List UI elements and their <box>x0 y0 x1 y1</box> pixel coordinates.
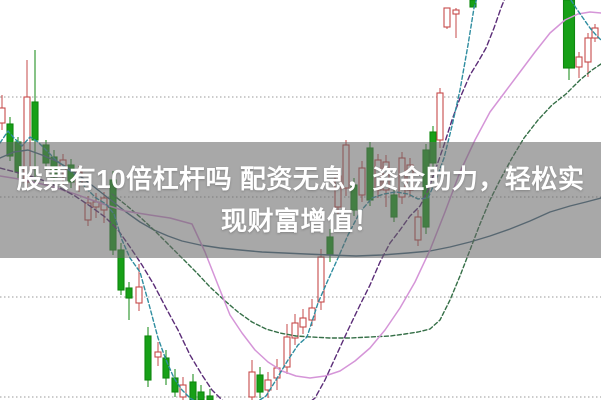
candle-body <box>154 351 162 358</box>
headline-line-2: 现财富增值！ <box>220 205 380 236</box>
candle-body <box>469 0 477 8</box>
candle-body <box>0 107 6 124</box>
candle-body <box>452 9 460 15</box>
candle-body <box>135 286 143 304</box>
candle-body <box>562 0 576 69</box>
candle-body <box>299 317 307 328</box>
candle-body <box>248 371 256 398</box>
candle-body <box>575 56 583 68</box>
candle-body <box>144 335 152 381</box>
candle-body <box>291 322 299 339</box>
candle-body <box>197 391 205 400</box>
candle-body <box>125 287 133 299</box>
ma-line-teal <box>570 0 601 41</box>
candle-body <box>206 395 214 400</box>
candle-body <box>31 101 39 141</box>
candle-body <box>189 381 197 400</box>
headline-banner: 股票有10倍杠杆吗 配资无息，资金助力，轻松实 现财富增值！ <box>0 142 601 258</box>
ma-line-darkgreen <box>111 63 601 339</box>
candle-body <box>283 336 291 368</box>
candle-body <box>443 7 451 28</box>
candle-body <box>256 374 264 393</box>
candle-body <box>436 92 444 141</box>
headline-line-1: 股票有10倍杠杆吗 配资无息，资金助力，轻松实 <box>16 163 585 194</box>
candle-body <box>584 37 592 63</box>
candle-body <box>264 379 272 391</box>
